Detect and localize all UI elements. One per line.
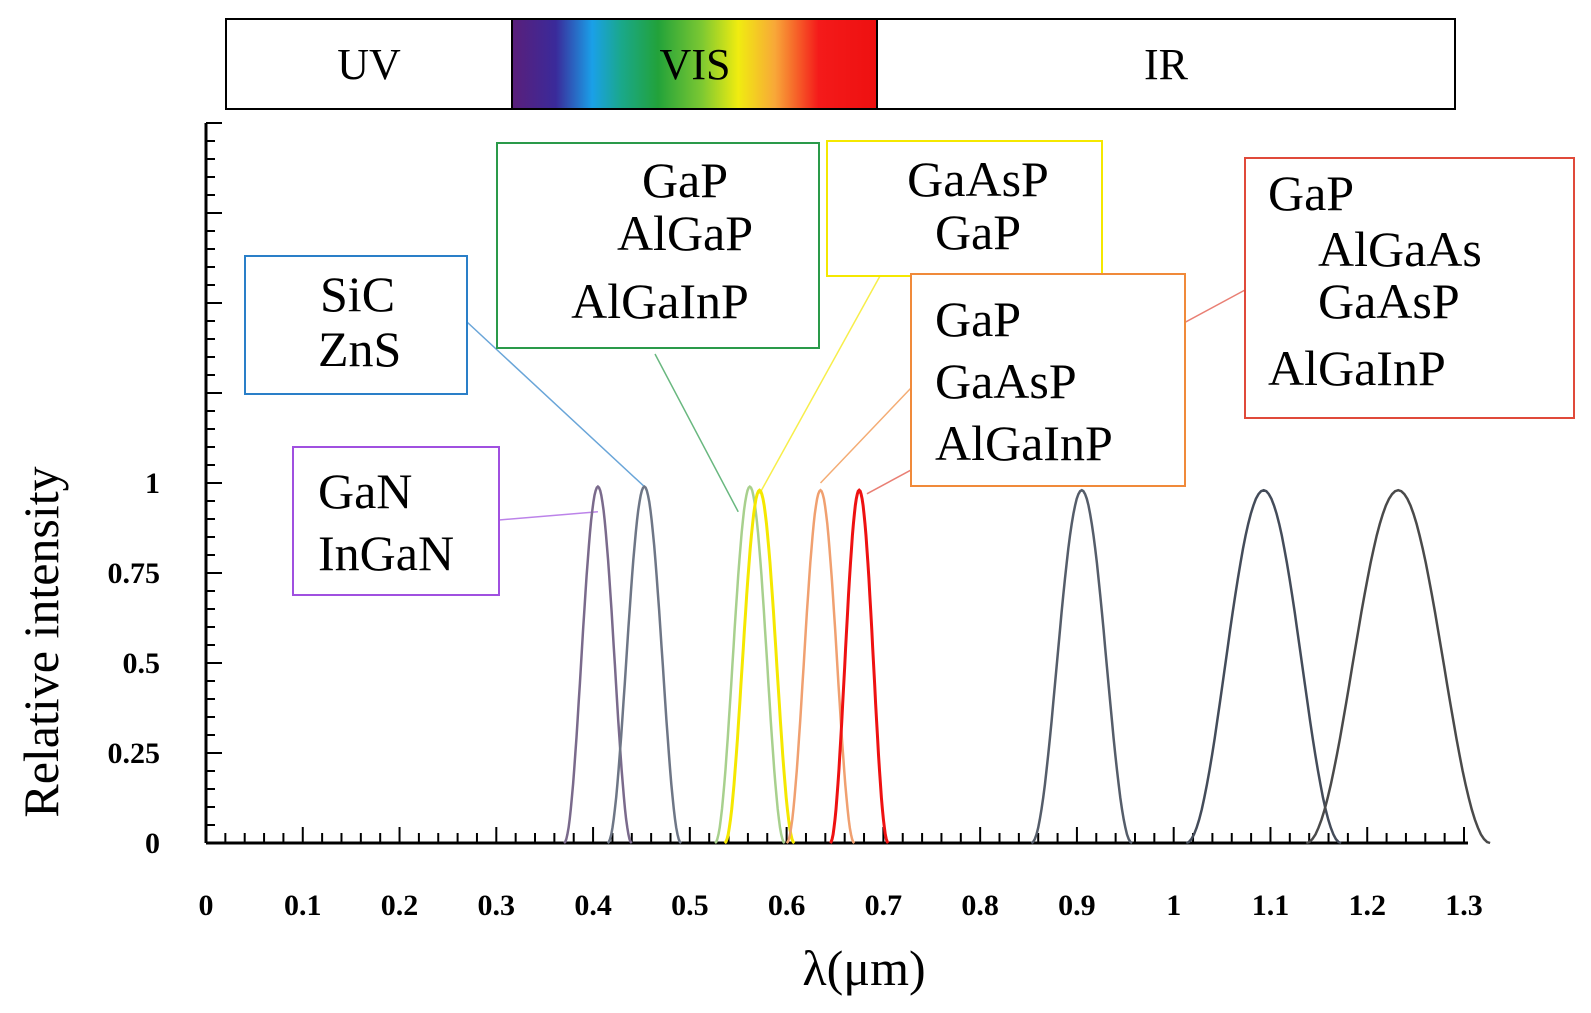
annotation-line: AlGaInP xyxy=(571,273,749,329)
y-axis-title: Relative intensity xyxy=(13,466,69,817)
y-tick-label: 0.5 xyxy=(123,647,161,680)
x-tick-label: 0.9 xyxy=(1058,889,1096,922)
annotation-connector xyxy=(466,321,645,488)
annotation-line: GaAsP xyxy=(935,353,1077,409)
annotation-box xyxy=(1244,157,1575,419)
annotation-line: AlGaInP xyxy=(1268,340,1446,396)
annotation-line: GaP xyxy=(1268,165,1354,221)
x-tick-label: 0.5 xyxy=(671,889,709,922)
emission-curve xyxy=(1030,488,1133,845)
annotation-line: GaAsP xyxy=(907,151,1049,207)
emission-curve xyxy=(714,484,786,844)
x-tick-label: 1.3 xyxy=(1445,889,1483,922)
emission-curve xyxy=(723,488,796,845)
axes xyxy=(204,122,1468,845)
annotation-connector xyxy=(498,511,598,521)
annotation-connector xyxy=(819,387,912,484)
x-tick-label: 0.7 xyxy=(865,889,903,922)
emission-curve xyxy=(1185,488,1342,845)
emission-curve xyxy=(829,488,890,845)
annotation-orange: GaP GaAsP AlGaInP xyxy=(910,273,1186,487)
x-tick-label: 0.3 xyxy=(478,889,516,922)
emission-curves xyxy=(563,484,1491,845)
x-tick-label: 0.2 xyxy=(381,889,419,922)
ir-band-label: IR xyxy=(1144,40,1189,89)
annotation-box xyxy=(910,273,1186,487)
annotation-box xyxy=(244,255,468,395)
annotation-line: InGaN xyxy=(318,525,454,581)
annotation-line: AlGaP xyxy=(617,205,753,261)
y-tick-labels: 0 0.25 0.5 0.75 1 xyxy=(108,467,161,860)
spectrum-bar: UV VIS IR xyxy=(225,18,1456,110)
x-tick-label: 0.8 xyxy=(961,889,999,922)
annotation-red: GaP AlGaAs GaAsP AlGaInP xyxy=(1244,157,1575,419)
emission-curve xyxy=(1305,488,1491,845)
x-tick-labels: 0 0.1 0.2 0.3 0.4 0.5 0.6 0.7 0.8 0.9 1 1.1 1.2 1.3 xyxy=(199,889,1483,922)
vis-band xyxy=(511,18,878,110)
annotation-line: ZnS xyxy=(318,321,401,377)
x-tick-label: 1.2 xyxy=(1348,889,1386,922)
uv-band xyxy=(225,18,513,110)
annotation-green: GaP AlGaP AlGaInP xyxy=(496,142,820,349)
annotation-line: SiC xyxy=(320,266,395,322)
annotation-box xyxy=(826,140,1103,277)
annotation-connector xyxy=(654,353,739,513)
annotation-line: GaP xyxy=(642,152,728,208)
x-axis-title: λ(μm) xyxy=(802,940,925,996)
x-tick-label: 1 xyxy=(1166,889,1181,922)
y-tick-label: 1 xyxy=(145,467,160,500)
annotation-box xyxy=(292,446,500,596)
x-tick-label: 0.1 xyxy=(284,889,322,922)
emission-curve xyxy=(606,484,682,844)
y-tick-label: 0.25 xyxy=(108,737,161,770)
x-tick-label: 0.6 xyxy=(768,889,806,922)
y-tick-label: 0.75 xyxy=(108,557,161,590)
annotation-line: GaP xyxy=(935,291,1021,347)
x-tick-label: 0 xyxy=(199,889,214,922)
emission-curve xyxy=(563,484,633,844)
annotation-line: GaP xyxy=(935,204,1021,260)
y-tick-label: 0 xyxy=(145,827,160,860)
annotation-box xyxy=(496,142,820,349)
x-tick-label: 1.1 xyxy=(1252,889,1290,922)
x-tick-label: 0.4 xyxy=(574,889,612,922)
annotation-line: AlGaAs xyxy=(1318,221,1482,277)
annotation-line: AlGaInP xyxy=(935,415,1113,471)
emission-curve xyxy=(785,488,856,844)
annotation-connector xyxy=(758,275,881,495)
annotation-yellow: GaAsP GaP xyxy=(826,140,1103,277)
annotation-sic: SiC ZnS xyxy=(244,255,468,395)
vis-band-label: VIS xyxy=(660,40,731,89)
uv-band-label: UV xyxy=(337,40,401,89)
annotation-line: GaAsP xyxy=(1318,273,1460,329)
annotation-line: GaN xyxy=(318,463,412,519)
annotation-gan: GaN InGaN xyxy=(292,446,500,596)
ir-band xyxy=(876,18,1456,110)
